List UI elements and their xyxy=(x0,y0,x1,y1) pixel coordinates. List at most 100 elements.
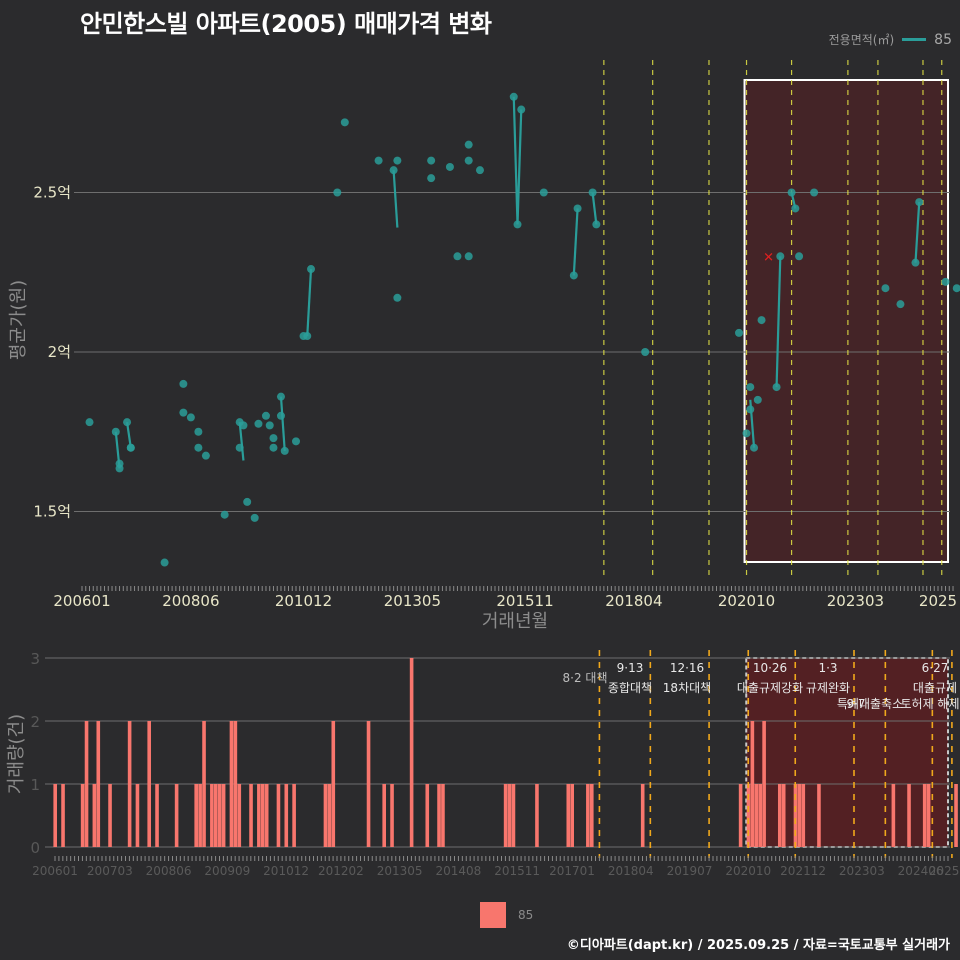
price-point xyxy=(911,259,919,267)
volume-bar xyxy=(504,784,508,847)
price-point xyxy=(277,393,285,401)
annotation-label: 대출규제강화 xyxy=(737,681,803,695)
volume-bar xyxy=(907,784,911,847)
volume-bar xyxy=(210,784,214,847)
annotation-label: 18차대책 xyxy=(663,680,711,695)
price-point xyxy=(743,429,751,437)
price-point xyxy=(592,220,600,228)
price-point xyxy=(465,157,473,165)
volume-bar xyxy=(590,784,594,847)
x-tick-label: 200601 xyxy=(53,592,110,610)
price-point xyxy=(641,348,649,356)
price-line xyxy=(281,397,285,451)
volume-bar xyxy=(390,784,394,847)
volume-bar xyxy=(801,784,805,847)
volume-bar xyxy=(128,721,132,847)
x-tick-label: 201701 xyxy=(549,864,595,878)
price-point xyxy=(123,418,131,426)
price-line xyxy=(514,97,518,225)
price-line xyxy=(518,110,522,225)
volume-legend: 85 xyxy=(480,902,533,928)
volume-bar xyxy=(328,784,332,847)
price-point xyxy=(514,220,522,228)
x-tick-label: 201305 xyxy=(377,864,423,878)
price-point xyxy=(758,316,766,324)
price-point xyxy=(446,163,454,171)
x-tick-label: 202303 xyxy=(839,864,885,878)
price-point xyxy=(341,118,349,126)
annotation-label: 8·2 대책 xyxy=(563,670,608,685)
x-tick-label: 200909 xyxy=(204,864,250,878)
volume-bar xyxy=(265,784,269,847)
volume-bar xyxy=(441,784,445,847)
price-point xyxy=(465,141,473,149)
y-tick-label: 2억 xyxy=(48,343,71,361)
annotation-label: 규제완화 xyxy=(806,681,850,695)
annotation-label: 대출규제 xyxy=(913,681,957,695)
price-point xyxy=(112,428,120,436)
price-point xyxy=(307,265,315,273)
price-point xyxy=(791,204,799,212)
annotation-label: 특례대출축소 xyxy=(837,697,903,711)
price-point xyxy=(202,452,210,460)
volume-bar xyxy=(586,784,590,847)
price-point xyxy=(427,157,435,165)
x-tick-label: 200806 xyxy=(146,864,192,878)
volume-bar xyxy=(292,784,296,847)
price-point xyxy=(773,383,781,391)
volume-bar xyxy=(762,721,766,847)
volume-bar xyxy=(214,784,218,847)
x-tick-label: 202112 xyxy=(780,864,826,878)
volume-bar xyxy=(798,784,802,847)
annotation-date: 9·7 xyxy=(860,0,879,3)
cancelled-x-icon: ✕ xyxy=(763,250,774,265)
price-point xyxy=(179,409,187,417)
price-point xyxy=(896,300,904,308)
x-axis-title: 거래년월 xyxy=(482,611,548,632)
x-tick-label: 201408 xyxy=(436,864,482,878)
x-tick-label: 201305 xyxy=(384,592,441,610)
x-tick-label: 2025 xyxy=(919,592,957,610)
source-footer: ©디아파트(dapt.kr) / 2025.09.25 / 자료=국토교통부 실… xyxy=(567,934,950,953)
price-point xyxy=(953,284,960,292)
volume-bar xyxy=(202,721,206,847)
price-point xyxy=(179,380,187,388)
y-tick-label: 1 xyxy=(30,776,40,794)
x-tick-label: 200806 xyxy=(162,592,219,610)
volume-bar xyxy=(410,658,414,847)
price-point xyxy=(915,198,923,206)
x-tick-label: 201012 xyxy=(263,864,309,878)
x-tick-label: 202010 xyxy=(718,592,775,610)
x-tick-label: 20250 xyxy=(929,864,960,878)
price-point xyxy=(393,157,401,165)
annotation-date: 9·13 xyxy=(617,661,644,675)
price-point xyxy=(269,444,277,452)
legend-value: 85 xyxy=(518,908,533,922)
price-point xyxy=(810,189,818,197)
volume-bar xyxy=(249,784,253,847)
volume-bar xyxy=(927,784,931,847)
x-tick-label: 201202 xyxy=(318,864,364,878)
volume-bar xyxy=(108,784,112,847)
price-point xyxy=(393,294,401,302)
volume-bar xyxy=(794,784,798,847)
price-point xyxy=(194,444,202,452)
volume-bar xyxy=(284,784,288,847)
price-point xyxy=(788,189,796,197)
y-tick-label: 0 xyxy=(30,839,40,857)
price-point xyxy=(776,252,784,260)
price-point xyxy=(194,428,202,436)
price-point xyxy=(754,396,762,404)
y-tick-label: 2 xyxy=(30,713,40,731)
price-point xyxy=(281,447,289,455)
annotation-date: 6·27 xyxy=(922,661,949,675)
x-tick-label: 201804 xyxy=(605,592,662,610)
volume-bar xyxy=(751,721,755,847)
volume-bar xyxy=(234,721,238,847)
volume-bar xyxy=(641,784,645,847)
volume-bar xyxy=(93,784,97,847)
volume-bar xyxy=(218,784,222,847)
volume-bar xyxy=(535,784,539,847)
price-point xyxy=(161,559,169,567)
volume-bar xyxy=(382,784,386,847)
